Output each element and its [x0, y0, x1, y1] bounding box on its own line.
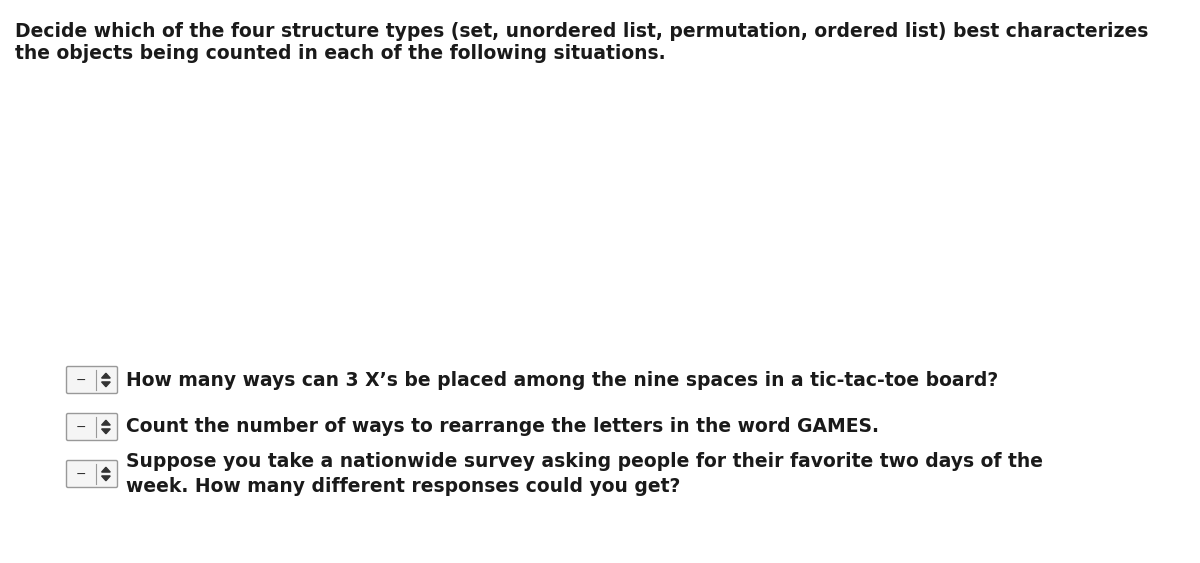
- Polygon shape: [102, 467, 110, 472]
- Polygon shape: [102, 421, 110, 425]
- FancyBboxPatch shape: [66, 461, 118, 488]
- Polygon shape: [102, 373, 110, 378]
- FancyBboxPatch shape: [66, 367, 118, 394]
- Polygon shape: [102, 476, 110, 481]
- Text: −: −: [76, 373, 86, 387]
- Text: −: −: [76, 421, 86, 434]
- Text: How many ways can 3 X’s be placed among the nine spaces in a tic-tac-toe board?: How many ways can 3 X’s be placed among …: [126, 370, 998, 390]
- FancyBboxPatch shape: [66, 413, 118, 440]
- Polygon shape: [102, 382, 110, 387]
- Text: Count the number of ways to rearrange the letters in the word GAMES.: Count the number of ways to rearrange th…: [126, 418, 878, 436]
- Text: −: −: [76, 467, 86, 480]
- Polygon shape: [102, 429, 110, 434]
- Text: Suppose you take a nationwide survey asking people for their favorite two days o: Suppose you take a nationwide survey ask…: [126, 452, 1043, 497]
- Text: the objects being counted in each of the following situations.: the objects being counted in each of the…: [14, 44, 666, 63]
- Text: Decide which of the four structure types (set, unordered list, permutation, orde: Decide which of the four structure types…: [14, 22, 1148, 41]
